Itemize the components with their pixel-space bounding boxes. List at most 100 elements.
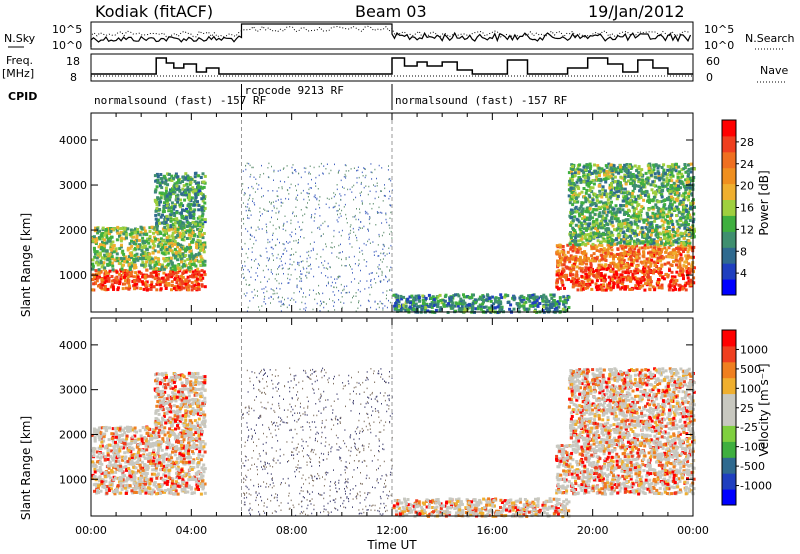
data-cell xyxy=(482,295,486,299)
data-cell xyxy=(296,278,298,280)
data-cell xyxy=(158,221,162,225)
data-cell xyxy=(161,213,164,217)
data-cell xyxy=(306,267,308,270)
data-cell xyxy=(682,250,685,253)
data-cell xyxy=(629,276,633,280)
data-cell xyxy=(499,300,503,304)
data-cell xyxy=(169,224,173,228)
data-cell xyxy=(506,301,510,304)
data-cell xyxy=(561,283,565,287)
data-cell xyxy=(337,276,339,278)
data-cell xyxy=(601,192,605,196)
data-cell xyxy=(150,225,154,229)
data-cell xyxy=(390,211,392,214)
data-cell xyxy=(322,248,324,251)
data-cell xyxy=(499,293,503,297)
data-cell xyxy=(599,276,602,280)
data-cell xyxy=(620,246,624,250)
data-cell xyxy=(175,175,179,179)
nsky-tick-top: 10^5 xyxy=(52,23,82,36)
data-cell xyxy=(635,280,639,284)
data-cell xyxy=(667,210,671,214)
data-cell xyxy=(303,292,304,294)
data-cell xyxy=(167,242,171,246)
data-cell xyxy=(153,249,157,253)
data-cell xyxy=(184,172,188,176)
data-cell xyxy=(271,238,273,241)
data-cell xyxy=(666,164,670,168)
data-cell xyxy=(163,215,167,219)
data-cell xyxy=(92,282,96,286)
data-cell xyxy=(677,283,681,287)
data-cell xyxy=(682,216,685,220)
data-cell xyxy=(406,308,410,312)
data-cell xyxy=(608,219,612,223)
data-cell xyxy=(91,288,95,292)
data-cell xyxy=(575,265,579,269)
data-cell xyxy=(251,259,253,261)
data-cell xyxy=(541,299,545,303)
data-cell xyxy=(154,189,158,193)
data-cell xyxy=(509,303,513,307)
data-cell xyxy=(656,281,660,285)
data-cell xyxy=(459,297,463,301)
data-cell xyxy=(199,176,203,179)
data-cell xyxy=(96,276,100,280)
data-cell xyxy=(155,221,159,225)
data-cell xyxy=(541,309,545,313)
data-cell xyxy=(628,171,632,175)
data-cell xyxy=(692,167,696,171)
data-cell xyxy=(197,174,201,178)
data-cell xyxy=(384,194,386,197)
data-cell xyxy=(106,287,110,291)
data-cell xyxy=(377,212,379,214)
data-cell xyxy=(302,189,304,192)
data-cell xyxy=(173,221,177,225)
data-cell xyxy=(339,193,341,195)
data-cell xyxy=(607,284,611,288)
data-cell xyxy=(642,250,646,254)
data-cell xyxy=(150,239,154,243)
data-cell xyxy=(312,249,314,251)
data-cell xyxy=(368,273,370,275)
data-cell xyxy=(361,249,363,252)
data-cell xyxy=(307,183,309,185)
data-cell xyxy=(278,210,280,213)
data-cell xyxy=(674,197,678,201)
data-cell xyxy=(602,211,606,215)
data-cell xyxy=(107,279,111,283)
data-cell xyxy=(651,205,655,209)
data-cell xyxy=(187,202,191,206)
data-cell xyxy=(668,217,672,220)
data-cell xyxy=(647,260,651,264)
data-cell xyxy=(619,203,623,207)
data-cell xyxy=(369,293,371,296)
data-cell xyxy=(188,254,192,258)
data-cell xyxy=(563,259,567,263)
data-cell xyxy=(388,278,390,281)
data-cell xyxy=(195,191,199,195)
data-cell xyxy=(353,255,355,258)
data-cell xyxy=(280,301,282,303)
data-cell xyxy=(165,238,169,242)
data-cell xyxy=(659,255,663,259)
data-cell xyxy=(270,269,272,271)
data-cell xyxy=(189,222,193,225)
data-cell xyxy=(242,183,244,185)
data-cell xyxy=(431,296,435,300)
data-cell xyxy=(579,205,583,209)
data-cell xyxy=(254,204,256,206)
data-cell xyxy=(166,251,170,255)
data-cell xyxy=(155,228,159,231)
data-cell xyxy=(315,176,317,179)
data-cell xyxy=(685,195,689,199)
data-cell xyxy=(547,303,551,307)
data-cell xyxy=(156,175,160,178)
data-cell xyxy=(183,259,187,263)
data-cell xyxy=(380,190,382,192)
data-cell xyxy=(640,205,644,209)
data-cell xyxy=(287,277,289,280)
data-cell xyxy=(390,289,392,291)
data-cell xyxy=(592,246,596,250)
data-cell xyxy=(167,262,171,266)
